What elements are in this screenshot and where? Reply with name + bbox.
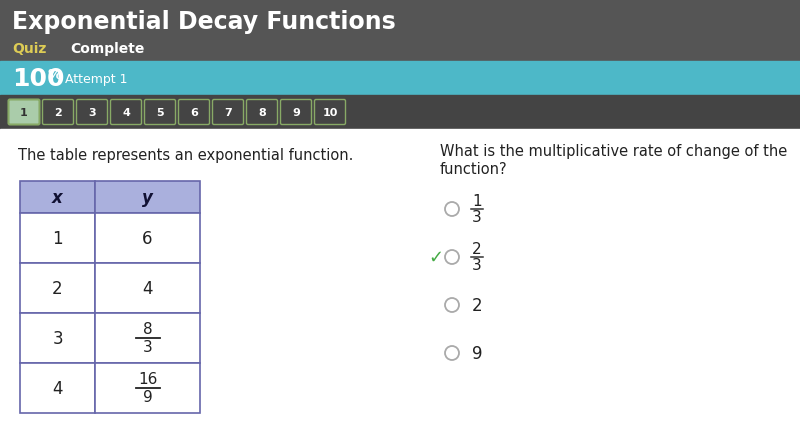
Bar: [20, 263, 95, 313]
Text: What is the multiplicative rate of change of the: What is the multiplicative rate of chang…: [440, 144, 787, 159]
Text: x: x: [52, 189, 63, 207]
Text: 100: 100: [12, 67, 65, 91]
Text: ✓: ✓: [429, 248, 443, 266]
Text: 2: 2: [54, 108, 62, 118]
Text: Quiz: Quiz: [12, 42, 46, 56]
Text: 3: 3: [472, 210, 482, 225]
Bar: [0, 130, 800, 438]
Text: 10: 10: [322, 108, 338, 118]
Circle shape: [445, 251, 459, 265]
Text: 2: 2: [472, 242, 482, 257]
FancyBboxPatch shape: [314, 100, 346, 125]
Text: 1: 1: [472, 194, 482, 209]
Text: Complete: Complete: [70, 42, 144, 56]
Text: Exponential Decay Functions: Exponential Decay Functions: [12, 10, 396, 34]
Text: 3: 3: [142, 340, 152, 355]
Text: y: y: [142, 189, 153, 207]
Text: 3: 3: [52, 329, 63, 347]
Text: 2: 2: [52, 279, 63, 297]
Text: 4: 4: [122, 108, 130, 118]
FancyBboxPatch shape: [9, 100, 39, 125]
Text: 8: 8: [258, 108, 266, 118]
Text: 16: 16: [138, 372, 157, 387]
Bar: [20, 213, 95, 263]
Text: 6: 6: [142, 230, 153, 247]
Text: 9: 9: [292, 108, 300, 118]
Bar: [0, 96, 800, 130]
Text: 2: 2: [472, 297, 482, 314]
Text: 8: 8: [142, 322, 152, 337]
Text: 1: 1: [52, 230, 63, 247]
Text: 4: 4: [52, 379, 62, 397]
FancyBboxPatch shape: [42, 100, 74, 125]
Text: Attempt 1: Attempt 1: [65, 72, 127, 85]
Text: 3: 3: [88, 108, 96, 118]
Bar: [95, 182, 200, 213]
FancyBboxPatch shape: [145, 100, 175, 125]
FancyBboxPatch shape: [110, 100, 142, 125]
Circle shape: [445, 346, 459, 360]
Text: function?: function?: [440, 162, 508, 177]
Bar: [0, 62, 800, 96]
Text: 6: 6: [190, 108, 198, 118]
Text: 9: 9: [142, 390, 152, 405]
Text: 5: 5: [156, 108, 164, 118]
Circle shape: [445, 202, 459, 216]
Bar: [0, 0, 800, 62]
FancyBboxPatch shape: [246, 100, 278, 125]
Bar: [95, 213, 200, 263]
Text: The table represents an exponential function.: The table represents an exponential func…: [18, 148, 354, 162]
Bar: [20, 363, 95, 413]
Bar: [95, 313, 200, 363]
Text: 9: 9: [472, 344, 482, 362]
Bar: [95, 263, 200, 313]
Text: %: %: [47, 68, 61, 82]
FancyBboxPatch shape: [281, 100, 311, 125]
FancyBboxPatch shape: [178, 100, 210, 125]
FancyBboxPatch shape: [213, 100, 243, 125]
FancyBboxPatch shape: [77, 100, 107, 125]
Text: 1: 1: [20, 108, 28, 118]
Text: 4: 4: [142, 279, 153, 297]
Bar: [95, 363, 200, 413]
Circle shape: [445, 298, 459, 312]
Bar: [20, 313, 95, 363]
Bar: [20, 182, 95, 213]
Text: 3: 3: [472, 258, 482, 273]
Text: 7: 7: [224, 108, 232, 118]
